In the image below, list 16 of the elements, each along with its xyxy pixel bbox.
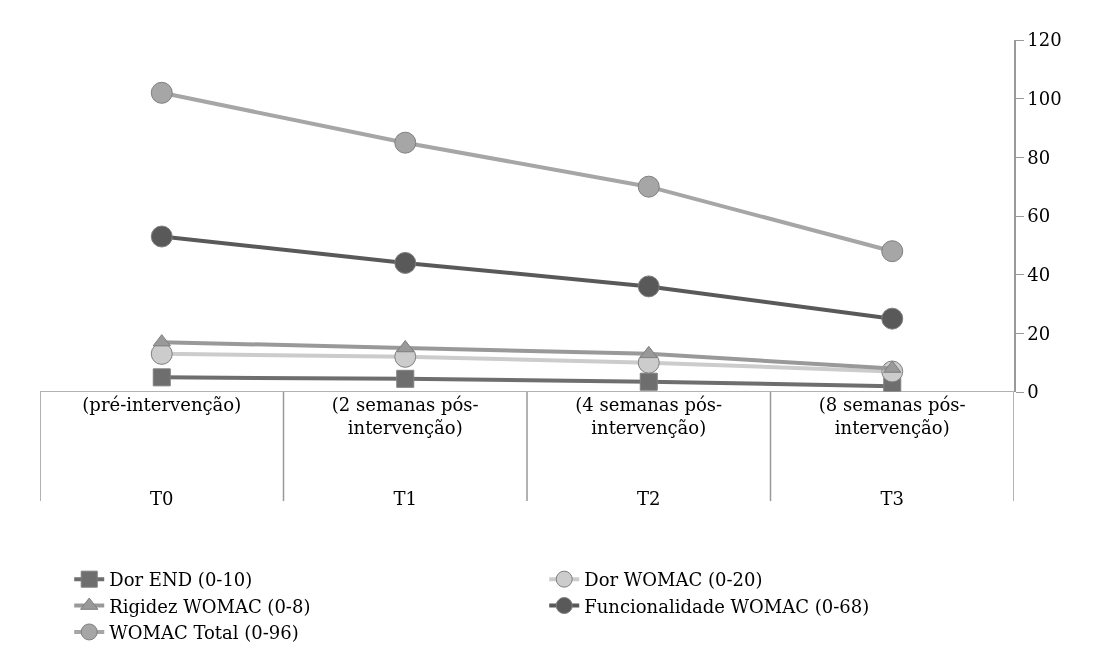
- category-label: (4 semanas pós- intervenção) T2: [575, 394, 723, 509]
- y-tick-label: 80: [1027, 146, 1051, 168]
- y-tick-label: 100: [1027, 87, 1062, 109]
- y-tick-label: 20: [1027, 322, 1051, 344]
- category-label: (2 semanas pós- intervenção) T1: [331, 394, 479, 509]
- legend-label: Rigidez WOMAC (0-8): [109, 595, 311, 617]
- legend-label: Funcionalidade WOMAC (0-68): [584, 595, 870, 617]
- y-tick-label: 120: [1027, 29, 1062, 51]
- legend-label: WOMAC Total (0-96): [109, 621, 299, 643]
- legend-label: Dor END (0-10): [109, 569, 253, 591]
- category-label: (pré-intervenção) T0: [82, 394, 242, 509]
- y-tick-label: 40: [1027, 263, 1051, 285]
- y-tick-label: 60: [1027, 205, 1051, 227]
- y-tick-label: 0: [1027, 381, 1039, 403]
- category-label: (8 semanas pós- intervenção) T3: [818, 394, 966, 509]
- legend-label: Dor WOMAC (0-20): [584, 569, 763, 591]
